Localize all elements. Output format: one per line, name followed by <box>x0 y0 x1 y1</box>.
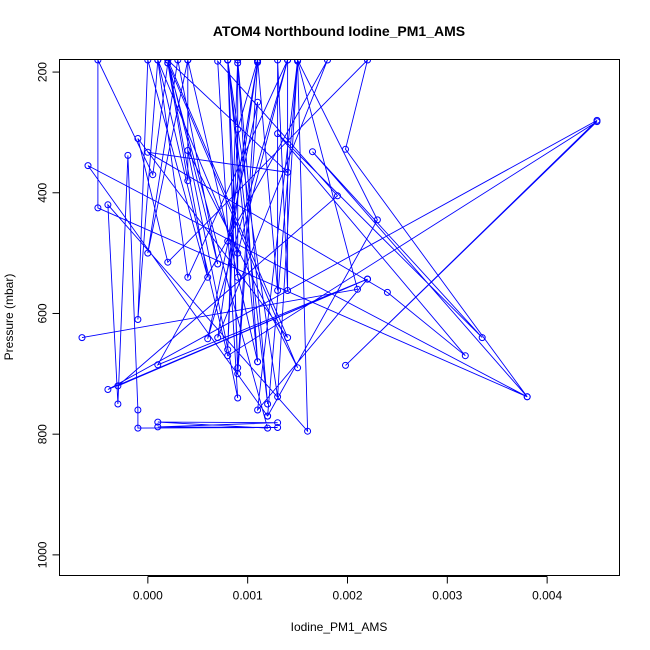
data-point <box>78 334 86 342</box>
data-point <box>478 334 486 342</box>
x-axis: 0.000 0.001 0.002 0.003 0.004 <box>133 576 562 603</box>
x-tick-label: 0.004 <box>532 589 562 603</box>
data-point <box>354 285 361 293</box>
y-tick-label: 200 <box>36 62 50 82</box>
data-point <box>294 364 302 372</box>
data-point <box>234 60 242 64</box>
data-point <box>334 192 341 200</box>
data-point <box>134 316 142 323</box>
y-tick-label: 600 <box>36 303 50 323</box>
data-point <box>523 393 531 401</box>
data-point <box>154 423 162 431</box>
data-point <box>134 135 142 142</box>
data-point <box>254 60 262 65</box>
data-point <box>274 287 282 294</box>
data-point <box>94 204 102 212</box>
x-axis-title: Iodine_PM1_AMS <box>291 620 388 634</box>
data-point <box>204 335 212 343</box>
x-tick-label: 0.002 <box>332 589 362 603</box>
data-point <box>284 60 292 64</box>
data-point <box>154 418 162 426</box>
data-point <box>264 412 272 420</box>
data-point <box>214 260 222 268</box>
data-point <box>114 382 122 390</box>
data-point <box>284 287 292 294</box>
data-point <box>204 273 212 281</box>
data-point <box>274 393 282 401</box>
x-tick-label: 0.000 <box>133 589 163 603</box>
data-point <box>154 361 162 369</box>
data-point <box>144 148 152 156</box>
series-group <box>78 60 601 435</box>
data-point <box>149 171 157 179</box>
data-point <box>324 60 331 64</box>
data-point <box>84 162 92 170</box>
data-point <box>364 275 371 283</box>
data-point <box>144 249 152 257</box>
data-point <box>274 419 282 427</box>
y-axis: 200 400 600 800 1000 <box>36 62 60 568</box>
data-point <box>164 60 172 67</box>
data-point <box>274 60 282 64</box>
data-point <box>264 400 272 408</box>
data-point <box>184 273 192 281</box>
data-point <box>254 358 262 366</box>
data-point <box>284 168 292 176</box>
data-point <box>274 424 282 431</box>
data-point <box>342 145 349 153</box>
data-point <box>224 60 232 64</box>
data-point <box>214 334 222 342</box>
data-point <box>254 60 262 64</box>
data-point <box>234 60 242 67</box>
data-point <box>154 60 162 64</box>
data-point <box>304 427 312 435</box>
data-point <box>234 394 242 402</box>
data-point <box>224 352 232 360</box>
series-line <box>81 60 598 433</box>
data-point <box>184 60 192 64</box>
data-point <box>342 361 349 369</box>
data-point <box>184 177 192 185</box>
data-point <box>373 216 381 224</box>
data-point <box>254 406 262 414</box>
data-point <box>174 60 182 64</box>
data-point <box>164 258 172 266</box>
x-tick-label: 0.003 <box>432 589 462 603</box>
data-point <box>104 201 112 209</box>
y-tick-label: 400 <box>36 182 50 202</box>
data-point <box>214 60 222 65</box>
data-point <box>284 334 292 342</box>
data-point <box>114 400 122 408</box>
data-point <box>234 273 242 281</box>
data-point <box>144 60 152 64</box>
data-point <box>134 406 142 414</box>
data-point <box>164 60 172 64</box>
data-point <box>364 60 371 64</box>
data-point <box>593 118 601 126</box>
plot-area-frame <box>59 59 620 576</box>
y-tick-label: 1000 <box>36 541 50 568</box>
data-point <box>234 125 242 133</box>
data-point <box>184 147 192 154</box>
data-point <box>134 424 142 432</box>
data-point <box>224 237 232 245</box>
data-point <box>264 424 272 432</box>
y-axis-title: Pressure (mbar) <box>2 274 16 361</box>
data-point <box>294 60 302 64</box>
x-tick-label: 0.001 <box>233 589 263 603</box>
data-point <box>104 386 112 393</box>
chart-title: ATOM4 Northbound Iodine_PM1_AMS <box>213 23 465 39</box>
data-point <box>461 352 469 360</box>
data-point <box>309 148 316 156</box>
data-point <box>94 60 102 64</box>
data-point <box>383 288 391 296</box>
y-tick-label: 800 <box>36 424 50 444</box>
data-point <box>234 364 242 372</box>
data-point <box>124 151 132 159</box>
data-point <box>234 249 242 257</box>
data-point <box>254 98 262 106</box>
data-point <box>274 130 282 138</box>
